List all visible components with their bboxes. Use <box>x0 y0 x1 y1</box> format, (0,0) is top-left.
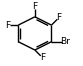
Text: Br: Br <box>60 37 70 46</box>
Text: F: F <box>56 13 61 22</box>
Text: F: F <box>32 2 37 11</box>
Text: F: F <box>40 53 45 62</box>
Text: F: F <box>5 21 10 30</box>
